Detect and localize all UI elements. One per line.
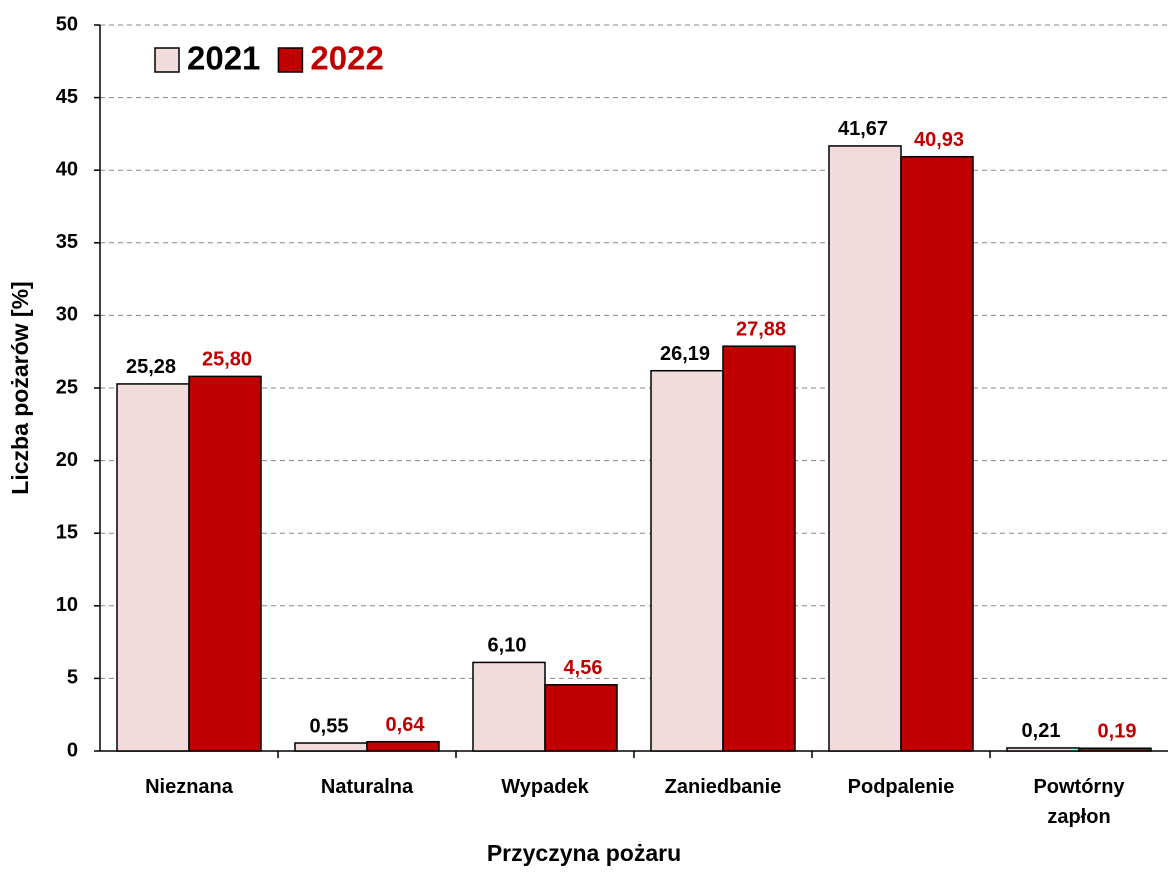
legend-swatch (277, 47, 304, 73)
legend-label: 2022 (310, 40, 383, 77)
value-label: 26,19 (660, 343, 710, 365)
value-label: 6,10 (488, 635, 527, 657)
bar (1006, 747, 1080, 752)
bar (116, 383, 190, 752)
legend-label: 2021 (187, 40, 260, 77)
y-tick-label: 40 (56, 158, 78, 180)
bar (188, 375, 262, 752)
y-tick-label: 25 (56, 376, 78, 398)
value-label: 41,67 (838, 118, 888, 140)
legend-swatch (154, 47, 180, 73)
bar (544, 684, 618, 752)
value-label: 0,21 (1022, 720, 1061, 742)
x-tick-label: Naturalna (320, 776, 414, 798)
bar (366, 740, 440, 752)
y-tick-label: 5 (67, 667, 78, 689)
y-tick-label: 45 (56, 86, 78, 108)
value-label: 0,64 (386, 714, 426, 736)
y-tick-label: 30 (56, 304, 78, 326)
bar (1078, 747, 1152, 752)
value-label: 25,80 (202, 349, 252, 371)
x-tick-label: Powtórny zapłon (1033, 776, 1125, 828)
x-tick-label: Wypadek (501, 776, 589, 798)
value-label: 0,19 (1098, 721, 1137, 743)
x-tick-label: Zaniedbanie (664, 776, 782, 798)
bar (722, 345, 796, 752)
bar (828, 145, 902, 752)
bar (294, 742, 368, 752)
y-axis-label: Liczba pożarów [%] (7, 281, 33, 494)
y-tick-label: 50 (56, 13, 78, 35)
y-tick-label: 15 (56, 521, 78, 543)
x-axis-label: Przyczyna pożaru (487, 840, 681, 866)
bar (650, 369, 724, 752)
y-tick-label: 0 (67, 739, 78, 761)
y-tick-label: 20 (56, 449, 78, 471)
value-label: 27,88 (736, 318, 786, 340)
bar (472, 661, 546, 752)
y-tick-label: 35 (56, 231, 78, 253)
value-label: 4,56 (564, 657, 603, 679)
x-tick-label: Podpalenie (847, 776, 955, 798)
bar (900, 155, 974, 752)
value-label: 0,55 (310, 715, 349, 737)
value-label: 25,28 (126, 356, 176, 378)
value-label: 40,93 (914, 129, 964, 151)
x-tick-label: Nieznana (145, 776, 233, 798)
y-tick-label: 10 (56, 594, 78, 616)
